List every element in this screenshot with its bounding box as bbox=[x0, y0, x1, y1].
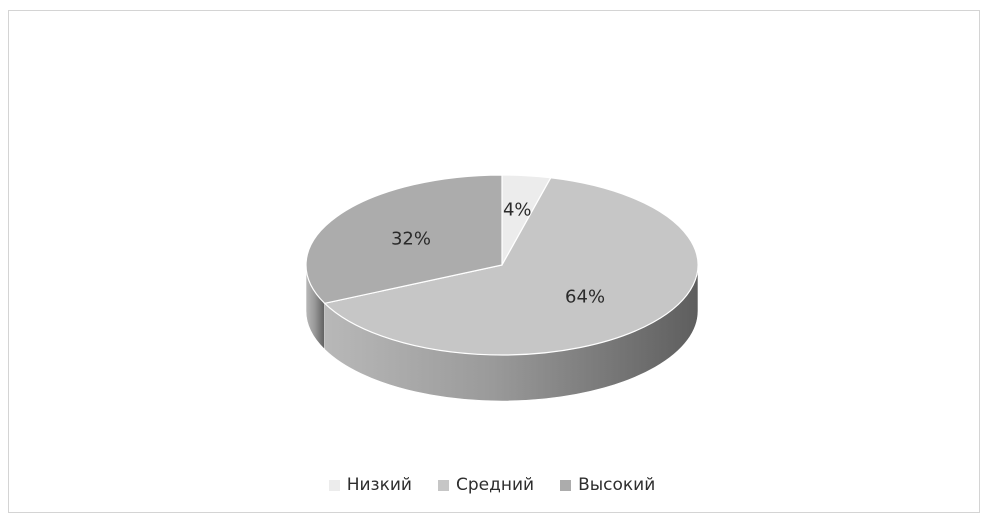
legend: Низкий Средний Высокий bbox=[0, 472, 984, 498]
legend-label-low: Низкий bbox=[346, 475, 412, 495]
legend-item-medium: Средний bbox=[437, 475, 535, 495]
legend-item-high: Высокий bbox=[560, 475, 655, 495]
data-label-medium: 64% bbox=[565, 287, 605, 308]
data-label-low: 4% bbox=[503, 200, 532, 221]
legend-item-low: Низкий bbox=[328, 475, 412, 495]
legend-swatch-medium bbox=[437, 479, 449, 491]
data-label-high: 32% bbox=[391, 228, 431, 249]
legend-swatch-high bbox=[560, 479, 572, 491]
legend-label-high: Высокий bbox=[578, 475, 656, 495]
pie-slice-medium bbox=[323, 177, 699, 356]
pie-slice-high bbox=[305, 174, 503, 304]
pie-label-group: 4% 64% 32% bbox=[391, 200, 605, 308]
pie-top-group bbox=[305, 174, 699, 356]
legend-swatch-low bbox=[328, 479, 340, 491]
legend-label-medium: Средний bbox=[455, 475, 535, 495]
